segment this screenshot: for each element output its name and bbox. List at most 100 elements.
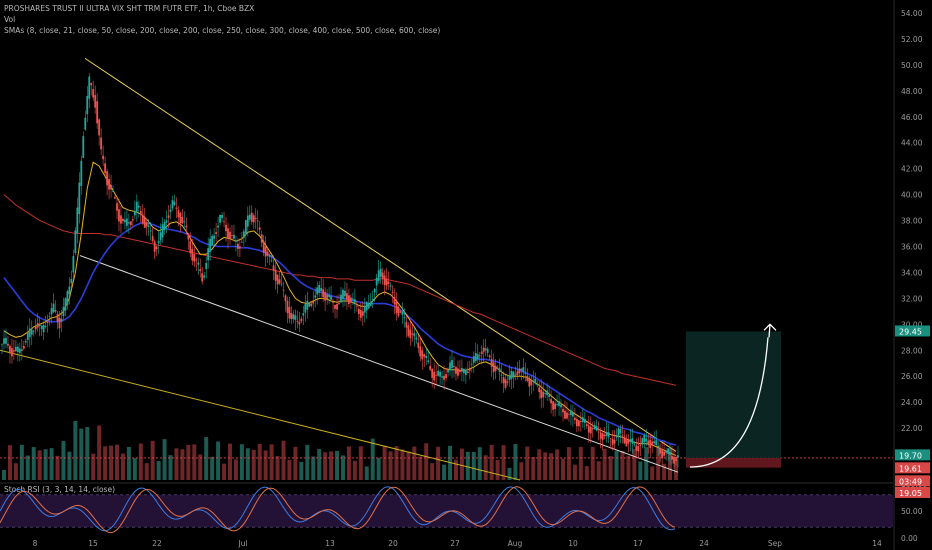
volume-bar: [103, 446, 108, 480]
candle-body: [639, 444, 642, 446]
candle-body: [369, 302, 372, 307]
candle-body: [332, 302, 334, 304]
candle-body: [36, 323, 39, 328]
candle-body: [423, 354, 426, 357]
candle-body: [64, 298, 67, 311]
volume-bar: [275, 456, 280, 480]
candle-body: [24, 340, 27, 343]
candle-body: [395, 301, 398, 313]
candle-body: [673, 456, 675, 464]
stoch-tick-label: 0.00: [901, 534, 918, 543]
candle-body: [223, 221, 225, 223]
price-tick-label: 54.00: [901, 9, 923, 18]
volume-bar: [459, 448, 464, 480]
volume-bar: [483, 455, 488, 480]
candle-body: [357, 308, 360, 314]
volume-bar: [180, 449, 185, 480]
candle-body: [312, 300, 315, 304]
candle-body: [371, 298, 374, 300]
stoch-band: [0, 494, 893, 528]
candle-body: [657, 445, 660, 447]
volume-bar: [222, 463, 227, 480]
candle-body: [413, 333, 416, 337]
volume-bar: [43, 449, 48, 480]
candle-body: [143, 217, 146, 228]
candle-body: [500, 374, 503, 376]
time-tick-label: Jul: [237, 539, 247, 548]
candle-body: [207, 248, 210, 261]
volume-legend: Vol: [4, 15, 16, 24]
volume-bar: [566, 447, 571, 480]
volume-bar: [519, 462, 524, 480]
candle-body: [629, 439, 632, 442]
candle-body: [409, 329, 412, 339]
price-tick-label: 46.00: [901, 113, 923, 122]
candle-body: [518, 368, 521, 374]
volume-bar: [442, 464, 447, 480]
candle-body: [619, 429, 622, 434]
candle-body: [280, 283, 283, 285]
candle-body: [389, 285, 392, 287]
candle-body: [276, 274, 279, 285]
candle-body: [159, 232, 162, 241]
candle-body: [217, 225, 219, 228]
candle-body: [528, 377, 531, 387]
candle-body: [617, 428, 620, 436]
candle-body: [572, 412, 574, 417]
candle-body: [185, 225, 188, 228]
candle-body: [294, 315, 297, 320]
candle-body: [542, 391, 545, 398]
volume-bar: [370, 438, 375, 480]
candle-body: [403, 317, 406, 319]
volume-bar: [305, 444, 310, 480]
candle-body: [314, 295, 317, 298]
candle-body: [415, 337, 418, 340]
volume-bar: [132, 458, 137, 480]
time-tick-label: 10: [568, 539, 578, 548]
candle-body: [609, 438, 612, 439]
candle-body: [373, 288, 376, 293]
candle-body: [22, 345, 25, 349]
candle-body: [306, 300, 309, 310]
candle-body: [320, 287, 323, 292]
candle-body: [383, 275, 386, 285]
price-tick-label: 36.00: [901, 242, 923, 251]
candle-body: [480, 351, 483, 354]
candle-body: [171, 200, 174, 209]
candle-body: [126, 218, 128, 226]
candle-body: [264, 246, 267, 257]
candle-body: [56, 313, 59, 322]
candle-body: [28, 328, 31, 338]
candle-body: [399, 311, 402, 313]
candle-body: [425, 355, 428, 359]
candle-body: [1, 343, 3, 345]
candle-body: [46, 321, 49, 323]
candle-body: [165, 220, 168, 223]
volume-bar: [638, 461, 643, 480]
volume-bar: [263, 450, 268, 480]
candle-body: [387, 281, 390, 284]
candle-body: [405, 321, 408, 328]
volume-bar: [501, 445, 506, 480]
volume-bar: [281, 440, 286, 480]
sma-legend: SMAs (8, close, 21, close, 50, close, 20…: [4, 26, 441, 35]
time-tick-label: 20: [388, 539, 398, 548]
candle-body: [94, 95, 97, 108]
candle-body: [437, 370, 440, 376]
volume-bar: [477, 447, 482, 480]
volume-bar: [329, 451, 334, 480]
volume-bar: [269, 444, 274, 480]
volume-bar: [233, 459, 238, 480]
candle-body: [324, 291, 327, 301]
candle-body: [577, 420, 580, 427]
candle-body: [607, 432, 610, 438]
candle-body: [427, 360, 430, 362]
candle-body: [570, 410, 572, 416]
candle-body: [338, 303, 340, 305]
volume-bar: [578, 446, 583, 480]
stop-zone: [686, 457, 781, 468]
candle-body: [625, 438, 628, 447]
candle-body: [161, 224, 164, 238]
stoch-d-line: [0, 486, 676, 534]
